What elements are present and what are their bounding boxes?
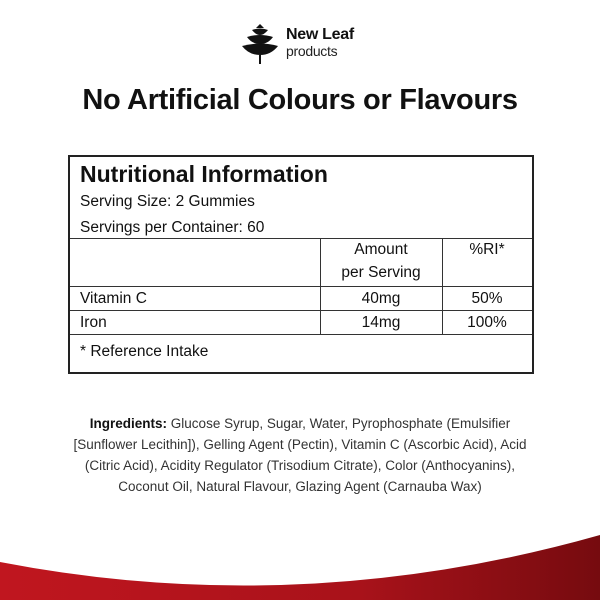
divider — [70, 286, 532, 287]
nutrient-ri: 100% — [467, 314, 507, 331]
nutrient-name: Vitamin C — [80, 290, 147, 307]
leaf-tree-icon — [242, 24, 278, 64]
nutrient-name: Iron — [80, 314, 107, 331]
divider — [70, 334, 532, 335]
brand-name: New Leaf — [286, 26, 354, 43]
column-header-amount: Amount — [354, 241, 408, 258]
servings-per-container: Servings per Container: 60 — [80, 219, 265, 236]
ingredients-label: Ingredients: — [89, 416, 168, 431]
nutrient-amount: 14mg — [361, 314, 401, 331]
ingredients-text: Ingredients: Glucose Syrup, Sugar, Water… — [60, 413, 540, 497]
page-title: No Artificial Colours or Flavours — [82, 84, 518, 116]
panel-title: Nutritional Information — [80, 161, 328, 187]
divider — [70, 310, 532, 311]
column-header-ri: %RI* — [469, 241, 505, 258]
nutrition-panel: Nutritional Information Serving Size: 2 … — [68, 155, 534, 374]
footnote: * Reference Intake — [80, 343, 209, 360]
nutrient-amount: 40mg — [361, 290, 401, 307]
serving-size: Serving Size: 2 Gummies — [80, 193, 255, 210]
divider — [70, 238, 532, 239]
column-header-amount-sub: per Serving — [341, 264, 421, 281]
ingredients-list: Glucose Syrup, Sugar, Water, Pyrophospha… — [73, 416, 527, 494]
brand-sub: products — [286, 43, 338, 59]
decorative-wave — [0, 535, 600, 600]
brand-logo: New Leaf products — [240, 22, 380, 66]
nutrient-ri: 50% — [471, 290, 503, 307]
